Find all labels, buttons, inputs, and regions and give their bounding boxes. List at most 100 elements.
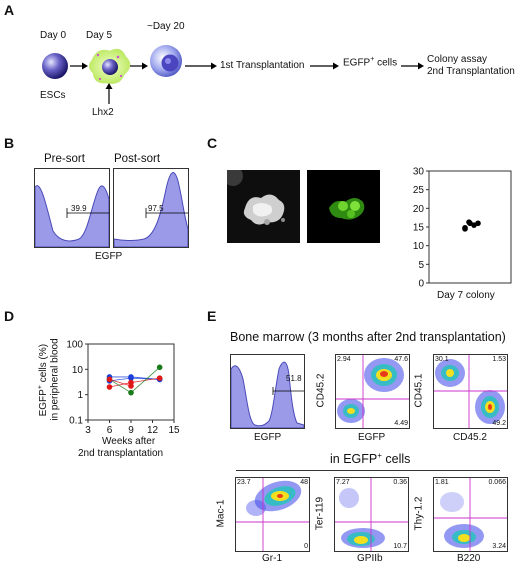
- panel-d-line-chart: 0.1 1 10 100 3 6 9 12 15: [66, 340, 180, 434]
- y-tick-label: 20: [413, 204, 425, 215]
- panel-label-e: E: [207, 308, 217, 324]
- x-tick-label: 6: [107, 425, 113, 433]
- post-sort-title: Post-sort: [114, 153, 161, 165]
- dotplot-2-ylabel: CD45.1: [413, 373, 425, 408]
- y-tick-label: 5: [418, 260, 424, 271]
- data-point: [156, 375, 163, 381]
- data-point: [462, 224, 468, 231]
- quadrant-lr: 10.7: [393, 543, 407, 550]
- esc-cell-icon: [42, 53, 68, 79]
- post-sort-histogram: [113, 168, 189, 248]
- dotplot-1-ylabel: CD45.2: [315, 373, 327, 408]
- data-point: [106, 384, 113, 390]
- dotplot-thy12-b220: 1.81 0.066 3.24: [433, 477, 508, 552]
- egfp-histogram-curve: [231, 361, 304, 428]
- x-tick-label: 12: [147, 425, 159, 433]
- panel-d-ylabel-line1: EGFP+ cells (%): [36, 343, 50, 417]
- dotplot-2-xlabel: CD45.2: [453, 432, 487, 443]
- step1-label: 1st Transplantation: [220, 60, 305, 71]
- quadrant-ul: 7.27: [336, 479, 350, 486]
- colony-brightfield-image: [227, 170, 300, 243]
- day0-label: Day 0: [40, 30, 67, 41]
- egfp-histogram: [230, 354, 305, 429]
- day20-label: ~Day 20: [147, 21, 185, 32]
- step2-label: EGFP+ cells: [343, 56, 398, 69]
- dotplot-cd452-egfp: 2.94 47.6 4.49: [335, 354, 410, 429]
- quadrant-ul: 23.7: [237, 479, 251, 486]
- quadrant-ur: 0.066: [488, 479, 506, 486]
- panel-label-c: C: [207, 135, 218, 151]
- data-point: [475, 220, 481, 227]
- panel-e-title: Bone marrow (3 months after 2nd transpla…: [230, 330, 506, 344]
- panel-b-xlabel: EGFP: [95, 251, 123, 262]
- y-tick-label: 0: [418, 279, 424, 290]
- quadrant-ur: 47.6: [394, 356, 408, 363]
- y-tick-label: 15: [413, 223, 425, 234]
- panel-d-xlabel-line1: Weeks after: [102, 436, 156, 447]
- x-tick-label: 15: [168, 425, 180, 433]
- day5-label: Day 5: [86, 30, 113, 41]
- pre-sort-value: 39.9: [71, 204, 87, 213]
- pre-sort-histogram: [34, 168, 110, 248]
- y-tick-label: 30: [413, 167, 425, 178]
- quadrant-lr: 4.49: [394, 420, 408, 427]
- y-tick-label: 1: [77, 390, 83, 401]
- step3-line1: Colony assay: [427, 54, 488, 65]
- egfp-histogram-value: 51.8: [286, 374, 302, 383]
- panel-label-a: A: [4, 2, 15, 18]
- panel-c-xlabel: Day 7 colony: [437, 290, 495, 301]
- quadrant-lr: 0: [304, 543, 308, 550]
- dotplot-1-xlabel: EGFP: [358, 432, 386, 443]
- panel-a-diagram: [42, 45, 424, 104]
- data-point: [128, 383, 134, 389]
- quadrant-lr: 49.2: [492, 420, 506, 427]
- quadrant-ur: 1.53: [492, 356, 506, 363]
- data-point: [128, 375, 134, 381]
- panel-d-xlabel-line2: 2nd transplantation: [78, 448, 164, 459]
- series-line: [109, 377, 160, 388]
- panel-label-b: B: [4, 135, 15, 151]
- y-tick-label: 10: [413, 241, 425, 252]
- data-point: [156, 364, 163, 371]
- y-tick-label: 25: [413, 185, 425, 196]
- data-point: [128, 389, 134, 396]
- dotplot-3-xlabel: Gr-1: [262, 553, 282, 564]
- dotplot-4-xlabel: GPIIb: [357, 553, 383, 564]
- quadrant-ul: 1.81: [435, 479, 449, 486]
- y-tick-label: 100: [66, 340, 83, 351]
- dotplot-ter119-gpiib: 7.27 0.36 10.7: [334, 477, 409, 552]
- quadrant-ul: 2.94: [337, 356, 351, 363]
- data-point: [466, 219, 472, 225]
- dotplot-3-ylabel: Mac-1: [215, 499, 227, 528]
- escs-label: ESCs: [40, 90, 66, 101]
- dotplot-mac1-gr1: 23.7 48 0: [235, 477, 310, 552]
- dotplot-4-ylabel: Ter-119: [314, 496, 326, 531]
- x-tick-label: 9: [128, 425, 134, 433]
- dotplot-5-ylabel: Thy-1.2: [413, 496, 425, 531]
- post-sort-histogram-curve: [114, 172, 188, 247]
- dotplot-5-xlabel: B220: [457, 553, 481, 564]
- panel-c-scatter-chart: 0 5 10 15 20 25 30: [413, 167, 512, 290]
- egfp-histogram-xlabel: EGFP: [254, 432, 282, 443]
- pre-sort-title: Pre-sort: [44, 153, 85, 165]
- post-sort-value: 97.5: [148, 204, 164, 213]
- lhx2-label: Lhx2: [92, 107, 114, 118]
- panel-label-d: D: [4, 308, 15, 324]
- colony-fluorescence-image: [307, 170, 380, 243]
- data-point: [106, 376, 113, 383]
- panel-e-subtitle: in EGFP+ cells: [330, 451, 411, 467]
- subtitle-divider: [236, 470, 500, 471]
- quadrant-ul: 30.1: [435, 356, 449, 363]
- y-tick-label: 0.1: [69, 416, 83, 427]
- panel-c-frame: [428, 170, 512, 284]
- quadrant-lr: 3.24: [492, 543, 506, 550]
- quadrant-ur: 48: [300, 479, 308, 486]
- quadrant-ur: 0.36: [393, 479, 407, 486]
- pre-sort-histogram-curve: [35, 185, 109, 247]
- step3-line2: 2nd Transplantation: [427, 66, 515, 77]
- series-line: [109, 379, 132, 387]
- dotplot-cd451-cd452: 30.1 1.53 49.2: [433, 354, 508, 429]
- x-tick-label: 3: [85, 425, 91, 433]
- y-tick-label: 10: [72, 365, 84, 376]
